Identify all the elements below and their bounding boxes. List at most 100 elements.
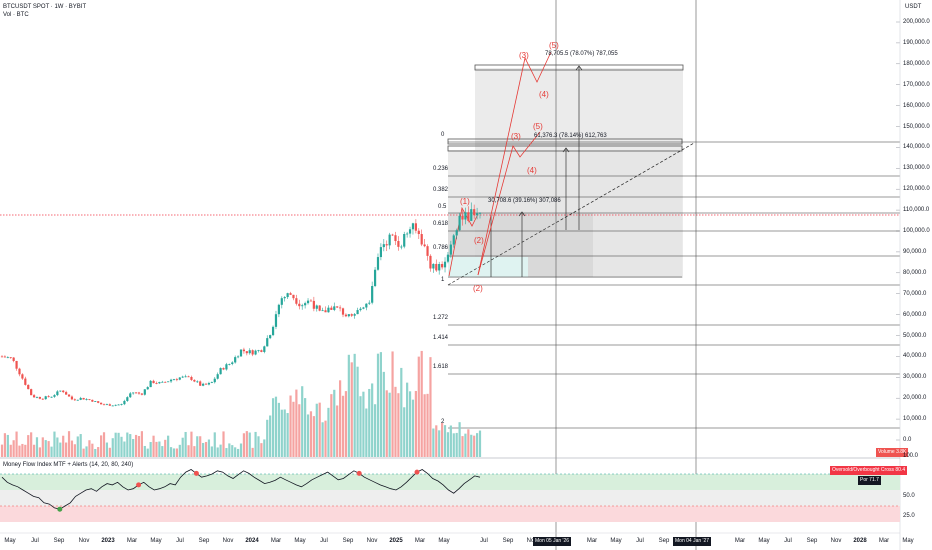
candle-body [269,335,272,339]
volume-bar [21,443,24,457]
volume-bar [443,425,447,457]
volume-bar [292,401,295,457]
price-tick-label: 20,000.0 [903,395,927,402]
volume-bar [99,435,103,457]
time-tick-label: Mar [126,538,138,544]
wave-label-4-small: (4) [527,166,537,175]
time-tick-label: Jul [636,538,644,544]
volume-bar [464,433,467,457]
volume-bar [266,419,269,457]
fib-level-0618: 0.618 [433,221,449,227]
volume-bar [359,396,362,457]
candle-body [429,255,432,269]
candle-body [350,314,353,316]
candle-body [242,349,246,352]
candle-body [394,235,397,242]
symbol-title[interactable]: BTCUSDT SPOT · 1W · BYBIT [3,4,87,10]
volume-bar [190,431,193,457]
candle-body [161,381,164,383]
measure-label-upper: 78,705.5 (78.07%) 787,055 [545,51,618,57]
candle-body [143,389,146,395]
wave-path-small [477,131,541,276]
candle-body [312,300,315,309]
volume-bar [289,395,292,457]
candle-body [435,263,438,271]
volume-bar [216,447,219,457]
candle-body [193,379,196,382]
candle-body [38,396,41,399]
candle-body [79,397,82,400]
volume-bar [207,439,211,457]
candle-body [67,394,71,397]
candle-body [280,298,283,305]
volume-bar [245,431,248,457]
volume-bar [193,446,196,457]
candle-body [420,234,423,245]
fib-level-0: 0 [441,132,445,138]
volume-bar [467,429,470,457]
candle-body [62,390,65,393]
volume-bar [94,448,97,457]
volume-bar [350,362,353,457]
measure-label-lower: 30,708.6 (39.16%) 307,086 [488,198,561,204]
candle-body [385,244,388,246]
price-tick-label: 150,000.0 [903,123,930,130]
volume-bar [411,399,415,457]
candle-body [368,302,371,304]
candle-body [306,300,310,304]
candle-body [126,397,129,401]
volume-title[interactable]: Vol · BTC [3,12,29,18]
volume-bar [30,432,33,457]
volume-bar [169,447,173,457]
candle-body [228,363,231,365]
fib-level-1414: 1.414 [433,335,449,341]
volume-bar [376,353,380,457]
candle-body [129,393,132,398]
volume-bar [239,443,243,457]
candle-body [199,381,202,386]
candle-body [6,357,9,359]
fib-level-1: 1 [441,277,445,283]
indicator-title[interactable]: Money Flow Index MTF + Alerts (14, 20, 8… [3,462,134,468]
candle-body [441,264,444,268]
candle-body [137,392,141,394]
wave-path-large [477,51,552,276]
volume-bar [371,383,374,457]
volume-bar [123,441,126,457]
volume-bar [184,431,187,457]
candle-body [47,396,50,398]
volume-bar [32,444,36,457]
projection-box-base [448,257,528,277]
candle-body [263,346,266,352]
candle-body [330,307,333,310]
time-tick-label: May [438,538,450,544]
volume-bar [336,405,339,457]
cursor-time-label-2: Mon 04 Jan '27 [673,537,712,546]
volume-bar [373,404,377,457]
time-tick-label: Nov [222,538,234,544]
mfi-signal-dot [414,469,420,475]
mfi-mid-zone [0,490,900,506]
price-tick-label: 140,000.0 [903,144,930,151]
volume-bar [219,444,222,457]
volume-bar [295,389,298,457]
wave-label-1: (1) [460,197,470,206]
candle-body [9,357,12,359]
volume-bar [400,367,403,457]
volume-bar [260,443,263,457]
candle-body [210,382,213,383]
time-tick-label: Sep [53,538,65,544]
fib-level-2: 2 [441,419,445,425]
candle-body [341,308,345,315]
volume-bar [379,352,383,457]
candle-body [446,254,450,262]
volume-bar [280,409,283,457]
volume-bar [65,442,68,457]
candle-body [225,364,228,370]
volume-bar [458,422,461,457]
por-badge: Por 71.7 [858,476,881,485]
candle-body [324,310,327,313]
volume-bar [414,390,417,457]
candle-body [248,350,251,354]
